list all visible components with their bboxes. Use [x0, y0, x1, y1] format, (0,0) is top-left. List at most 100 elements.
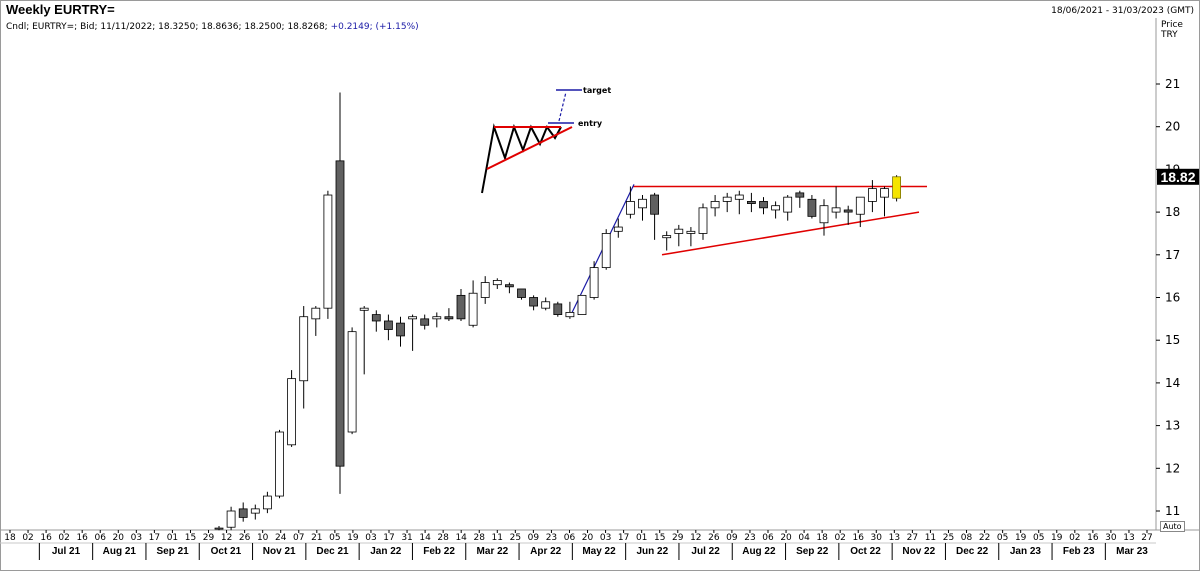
x-day-label: 17	[383, 533, 394, 543]
candle[interactable]	[480, 276, 490, 304]
candle[interactable]	[311, 306, 321, 336]
candle[interactable]	[275, 429, 284, 499]
candle[interactable]	[492, 278, 502, 289]
x-day-label: 02	[834, 533, 845, 543]
candle[interactable]	[807, 195, 817, 219]
candle-body	[299, 316, 309, 382]
x-day-label: 13	[889, 533, 900, 543]
candle-body	[529, 297, 538, 307]
pattern-support	[486, 126, 573, 170]
candle[interactable]	[371, 310, 381, 332]
x-day-label: 01	[636, 533, 647, 543]
candle[interactable]	[468, 280, 478, 328]
x-month-label: Jan 22	[370, 546, 402, 557]
x-day-label: 20	[113, 533, 125, 543]
x-month-label: Nov 22	[902, 546, 935, 557]
candle[interactable]	[238, 502, 248, 522]
x-day-label: 19	[1015, 533, 1027, 543]
x-day-label: 16	[40, 533, 52, 543]
x-day-label: 26	[708, 533, 720, 543]
x-month-label: Apr 22	[530, 546, 562, 557]
candle-body	[214, 527, 224, 530]
candle[interactable]	[541, 297, 551, 311]
candle[interactable]	[662, 231, 672, 251]
candle[interactable]	[855, 196, 865, 228]
candle[interactable]	[686, 227, 696, 247]
x-day-label: 30	[871, 533, 883, 543]
candle-body	[311, 307, 321, 320]
candle[interactable]	[759, 197, 768, 215]
candle[interactable]	[722, 192, 732, 213]
candle-body	[335, 160, 345, 467]
candle[interactable]	[517, 288, 526, 300]
x-day-label: 29	[672, 533, 684, 543]
x-day-label: 20	[780, 533, 792, 543]
candle[interactable]	[589, 261, 599, 300]
x-day-label: 23	[744, 533, 755, 543]
candle[interactable]	[565, 301, 575, 319]
candle[interactable]	[892, 175, 901, 202]
candle[interactable]	[843, 205, 853, 225]
x-day-label: 24	[275, 533, 287, 543]
chart-title: Weekly EURTRY=	[6, 2, 115, 17]
candle[interactable]	[650, 192, 659, 240]
candle[interactable]	[831, 186, 841, 219]
candle[interactable]	[880, 186, 889, 217]
candle[interactable]	[383, 314, 393, 341]
x-day-label: 04	[798, 533, 810, 543]
candle[interactable]	[420, 314, 430, 330]
candle[interactable]	[638, 195, 647, 221]
candle[interactable]	[214, 525, 224, 531]
candle[interactable]	[287, 370, 297, 447]
candle[interactable]	[771, 201, 780, 219]
x-month-label: Feb 23	[1063, 546, 1095, 557]
candle[interactable]	[577, 294, 587, 315]
x-day-label: 26	[239, 533, 251, 543]
candle[interactable]	[747, 192, 756, 213]
candle[interactable]	[504, 282, 514, 294]
candle[interactable]	[601, 229, 611, 270]
candle[interactable]	[795, 190, 805, 208]
candle[interactable]	[444, 308, 454, 321]
candle-body	[323, 194, 333, 309]
target-label: target	[583, 86, 611, 95]
candle[interactable]	[529, 295, 538, 311]
candle[interactable]	[408, 314, 418, 351]
candle[interactable]	[819, 199, 829, 236]
candle-body	[553, 303, 563, 315]
candle[interactable]	[613, 218, 623, 238]
target-projection	[558, 91, 567, 122]
legend-values: Cndl; EURTRY=; Bid; 11/11/2022; 18.3250;…	[6, 22, 328, 32]
candle[interactable]	[323, 190, 333, 319]
candle[interactable]	[299, 306, 309, 409]
candle[interactable]	[335, 92, 345, 494]
candle[interactable]	[674, 224, 684, 247]
candle[interactable]	[250, 504, 260, 520]
y-tick-label: 13	[1165, 419, 1180, 433]
x-day-label: 13	[1123, 533, 1134, 543]
candle[interactable]	[783, 195, 793, 221]
candle[interactable]	[262, 491, 272, 514]
x-day-label: 25	[943, 533, 954, 543]
candle[interactable]	[226, 506, 236, 531]
candle-body	[492, 280, 502, 286]
x-day-label: 10	[257, 533, 269, 543]
auto-scale-button[interactable]: Auto	[1160, 521, 1185, 532]
x-day-label: 14	[419, 533, 431, 543]
candle[interactable]	[456, 288, 466, 321]
candle[interactable]	[626, 186, 635, 219]
candle-body	[710, 201, 720, 209]
price-axis-label-line2: TRY	[1161, 30, 1178, 40]
candle[interactable]	[432, 312, 442, 328]
x-day-label: 03	[600, 533, 611, 543]
candle[interactable]	[698, 203, 708, 240]
candle[interactable]	[347, 327, 357, 435]
candle[interactable]	[868, 180, 877, 213]
candle[interactable]	[710, 195, 720, 217]
candle[interactable]	[396, 316, 405, 347]
candle[interactable]	[734, 190, 744, 215]
candle[interactable]	[359, 306, 369, 375]
candle[interactable]	[553, 301, 563, 317]
x-day-label: 12	[221, 533, 232, 543]
